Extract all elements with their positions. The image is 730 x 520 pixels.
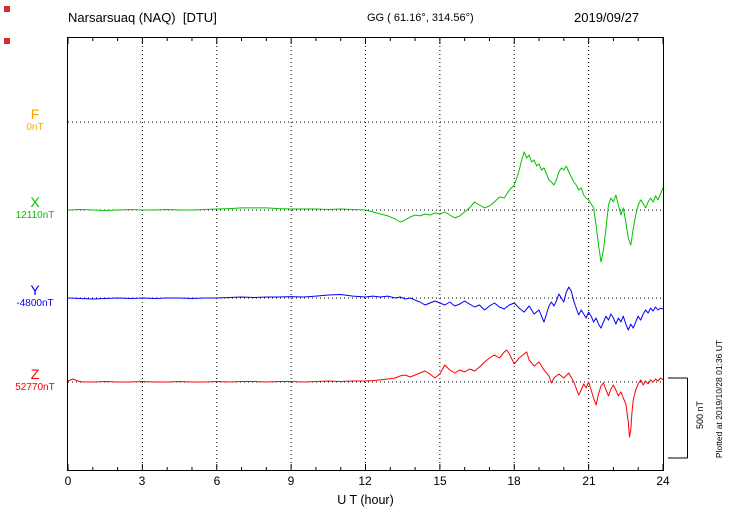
x-axis-label: U T (hour): [337, 493, 394, 507]
component-letter-x: X: [30, 194, 40, 210]
component-letter-z: Z: [30, 366, 40, 382]
component-baseline-f: 0nT: [26, 122, 44, 133]
component-label-z: Z 52770nT: [6, 366, 64, 394]
plot-date: 2019/09/27: [574, 10, 640, 25]
x-tick-label-12: 12: [358, 474, 372, 488]
scale-bar-label: 500 nT: [695, 400, 705, 430]
magnetogram-plot: [68, 38, 663, 470]
component-baseline-z: 52770nT: [15, 382, 55, 393]
x-tick-label-15: 15: [433, 474, 447, 488]
plot-area: [67, 37, 664, 471]
component-label-x: X 12110nT: [6, 194, 64, 222]
trace-z: [68, 349, 663, 438]
x-tick-label-9: 9: [287, 474, 295, 488]
trace-y: [68, 286, 663, 331]
trace-x: [68, 151, 663, 263]
red-marker-icon: [4, 38, 10, 44]
geographic-coordinates: GG ( 61.16°, 314.56°): [367, 12, 474, 24]
x-tick-label-3: 3: [138, 474, 146, 488]
component-baseline-y: -4800nT: [16, 298, 54, 309]
component-label-y: Y -4800nT: [6, 282, 64, 310]
x-tick-label-21: 21: [582, 474, 596, 488]
x-tick-label-24: 24: [656, 474, 670, 488]
x-tick-label-18: 18: [507, 474, 521, 488]
component-letter-f: F: [30, 106, 40, 122]
station-title: Narsarsuaq (NAQ) [DTU]: [68, 10, 217, 25]
component-label-f: F 0nT: [6, 106, 64, 134]
component-baseline-x: 12110nT: [15, 210, 55, 221]
plotted-at-timestamp: Plotted at 2019/10/28 01:36 UT: [714, 339, 724, 459]
x-tick-label-6: 6: [213, 474, 221, 488]
red-marker-icon: [4, 6, 10, 12]
component-letter-y: Y: [30, 282, 40, 298]
scale-bar: [668, 377, 688, 459]
x-tick-label-0: 0: [64, 474, 72, 488]
